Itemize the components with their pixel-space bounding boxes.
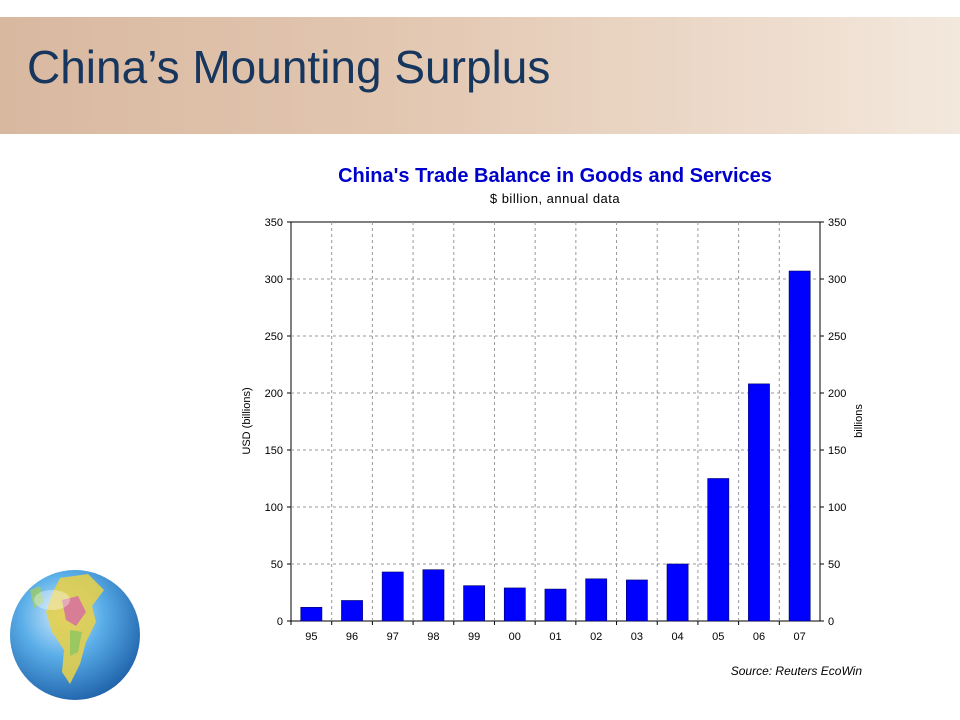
x-tick-label-99: 99 [468,631,480,643]
bar-07 [788,270,811,622]
y-tick-label-left: 100 [265,502,283,514]
x-tick-label-01: 01 [549,631,561,643]
y-tick-label-left: 200 [265,388,283,400]
y-tick-label-left: 350 [265,217,283,229]
x-tick-label-07: 07 [794,631,806,643]
x-tick-label-05: 05 [712,631,724,643]
bar-06 [748,383,770,622]
plot-frame [290,221,821,622]
bar-02 [585,578,608,622]
chart-title: China's Trade Balance in Goods and Servi… [338,165,772,187]
x-tick-label-00: 00 [509,631,521,643]
slide-title: China’s Mounting Surplus [27,41,551,93]
bar-95 [300,607,323,622]
bar-97 [381,571,404,622]
y-tick-label-left: 250 [265,331,283,343]
bar-96 [341,600,363,622]
y-tick-label-right: 250 [828,331,846,343]
y-tick-label-left: 300 [265,274,283,286]
y-tick-label-left: 150 [265,445,283,457]
bar-99 [463,585,485,622]
x-tick-label-95: 95 [305,631,317,643]
y-axis-label-left: USD (billions) [241,387,253,454]
y-tick-label-right: 50 [828,559,840,571]
x-tick-label-06: 06 [753,631,765,643]
x-tick-label-02: 02 [590,631,602,643]
bar-04 [666,563,689,622]
bar-01 [544,588,567,622]
y-tick-label-left: 50 [271,559,283,571]
y-axis-label-right: billions [853,404,865,438]
bar-05 [707,478,730,622]
x-tick-label-03: 03 [631,631,643,643]
y-tick-label-right: 200 [828,388,846,400]
y-tick-label-right: 150 [828,445,846,457]
y-tick-label-left: 0 [277,616,283,628]
title-banner [0,17,960,134]
y-tick-label-right: 100 [828,502,846,514]
bar-00 [503,587,526,622]
x-tick-label-04: 04 [671,631,683,643]
x-tick-label-97: 97 [387,631,399,643]
x-tick-label-96: 96 [346,631,358,643]
source-note: Source: Reuters EcoWin [731,664,863,678]
x-tick-label-98: 98 [427,631,439,643]
chart-subtitle: $ billion, annual data [490,191,621,206]
y-tick-label-right: 0 [828,616,834,628]
bar-03 [626,579,648,622]
bar-98 [422,569,445,622]
globe-image [0,560,150,720]
y-tick-label-right: 300 [828,274,846,286]
y-tick-label-right: 350 [828,217,846,229]
